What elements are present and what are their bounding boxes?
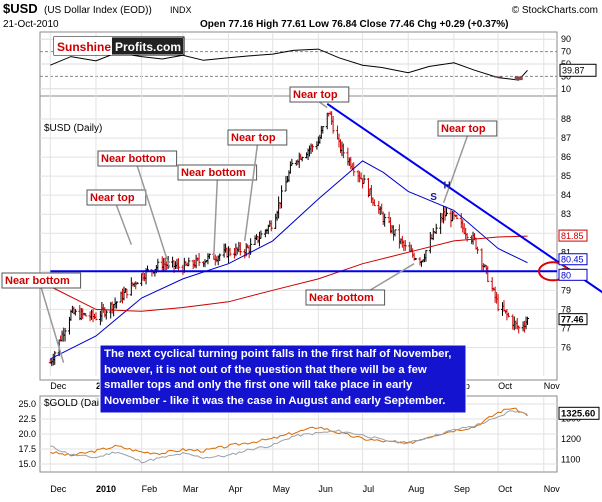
ratio-x-tick-label: Nov [544, 484, 561, 494]
annotation-label: Near bottom [101, 153, 166, 165]
chart-name: (US Dollar Index (EOD)) [44, 5, 152, 16]
annotation-box [289, 86, 350, 103]
price-label-box [558, 313, 588, 326]
annotation-box [86, 189, 147, 206]
price-label-box [558, 268, 588, 281]
ratio-x-tick-label: Dec [50, 484, 67, 494]
price-tick-label: 76 [561, 342, 571, 352]
annotation-letter: S [430, 192, 437, 203]
price-label-box [558, 253, 588, 266]
price-label: 80.45 [561, 255, 584, 265]
ratio-left-tick-label: 17.5 [18, 444, 36, 454]
annotation-label: Near top [231, 132, 276, 144]
annotation-label: Near bottom [309, 292, 374, 304]
rsi-last-value: 39.87 [562, 65, 585, 75]
price-tick-label: 78 [561, 304, 571, 314]
annotation-label: Near top [90, 192, 135, 204]
annotation-pointer [243, 144, 259, 241]
price-tick-label: 77 [561, 323, 571, 333]
ratio-x-tick-label: Jul [363, 484, 375, 494]
annotation-box [177, 164, 258, 181]
annotation-pointer [40, 287, 65, 363]
chart-quote: Open 77.16 High 77.61 Low 76.84 Close 77… [200, 19, 508, 30]
chart-credit: © StockCharts.com [512, 5, 598, 16]
annotation-box [227, 129, 288, 146]
gold-last-value-box [558, 406, 600, 420]
chart-date: 21-Oct-2010 [3, 19, 59, 30]
annotation-layer: Near bottom Near top Near bottom Near botto… [1, 86, 498, 363]
annotation-pointer [115, 204, 133, 245]
rsi-tick-label: 10 [561, 84, 571, 94]
logo-part1: Sunshine [57, 40, 111, 54]
price-x-tick-label: Oct [498, 381, 513, 391]
annotation-box [1, 272, 82, 289]
price-label: 81.85 [561, 231, 584, 241]
ratio-right-tick-label: 1100 [561, 455, 580, 465]
price-x-tick-label: Dec [50, 381, 67, 391]
price-tick-label: 88 [561, 114, 571, 124]
ratio-right-tick-label: 1200 [561, 434, 581, 444]
annotation-letter: H [444, 180, 451, 191]
annotation-label: Near top [293, 89, 338, 101]
rsi-tick-label: 90 [561, 34, 571, 44]
ratio-x-tick-label: Aug [408, 484, 424, 494]
ratio-left-tick-label: 20.0 [18, 429, 36, 439]
gold-last-value: 1325.60 [561, 408, 595, 419]
price-label: 80 [561, 270, 571, 280]
annotation-box [437, 120, 498, 137]
price-ma50-line [50, 160, 528, 360]
chart-symbol: $USD [3, 1, 38, 16]
price-x-tick-label: Nov [544, 381, 561, 391]
rsi-last-value-box [559, 63, 597, 77]
ratio-x-tick-label: Sep [454, 484, 470, 494]
annotation-pointer [442, 135, 469, 204]
note-text: The next cyclical turning point falls in… [104, 348, 452, 407]
price-label: 77.46 [561, 315, 584, 325]
annotation-label: Near top [441, 123, 486, 135]
ratio-left-tick-label: 15.0 [18, 459, 36, 469]
annotation-box [97, 150, 178, 167]
price-tick-label: 86 [561, 152, 571, 162]
sunshine-profits-logo: Sunshine Profits.com [53, 36, 185, 56]
rsi-oversold-fill [494, 76, 503, 78]
annotation-label: Near bottom [181, 167, 246, 179]
ratio-x-tick-label: Oct [498, 484, 513, 494]
price-tick-label: 79 [561, 285, 571, 295]
annotation-box [305, 289, 386, 306]
ratio-gold-line [50, 410, 528, 464]
price-panel-label: $USD (Daily) [44, 123, 102, 134]
price-ma200-line [50, 235, 528, 312]
price-tick-label: 81 [561, 247, 571, 257]
ratio-x-tick-label: May [273, 484, 291, 494]
ratio-x-tick-label: Apr [229, 484, 243, 494]
ratio-left-tick-label: 25.0 [18, 399, 36, 409]
price-label-box [558, 229, 588, 242]
annotation-pointer [136, 165, 171, 268]
note-box: The next cyclical turning point falls in… [99, 344, 467, 414]
annotation-label: Near bottom [5, 275, 70, 287]
price-panel [39, 95, 558, 381]
price-tick-label: 87 [561, 133, 571, 143]
ratio-x-tick-label: Jun [318, 484, 333, 494]
ratio-left-tick-label: 22.5 [18, 414, 36, 424]
ratio-x-tick-label: Mar [183, 484, 199, 494]
logo-part2: Profits.com [115, 40, 181, 54]
rsi-oversold-fill [514, 76, 523, 81]
ratio-x-tick-label: Feb [142, 484, 158, 494]
ratio-usd-line [50, 407, 528, 457]
ratio-layer [50, 407, 528, 464]
ratio-panel-label: $GOLD (Daily) [44, 398, 110, 409]
annotation-pointer [213, 179, 219, 257]
price-tick-label: 85 [561, 171, 571, 181]
chart-exchange: INDX [170, 5, 192, 15]
annotation-pointer [318, 101, 328, 109]
price-tick-label: 84 [561, 190, 571, 200]
price-layer [48, 102, 602, 367]
rsi-tick-label: 70 [561, 47, 571, 57]
price-tick-label: 83 [561, 209, 571, 219]
ratio-x-tick-label: 2010 [96, 484, 116, 494]
